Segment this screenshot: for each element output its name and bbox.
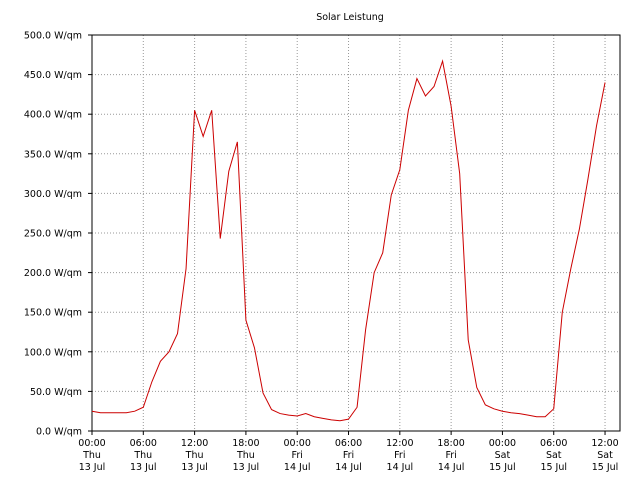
x-tick-label: 12:00 Thu 13 Jul: [181, 438, 208, 473]
y-tick-label: 100.0 W/qm: [24, 347, 82, 358]
y-tick-label: 400.0 W/qm: [24, 110, 82, 121]
y-tick-label: 250.0 W/qm: [24, 229, 82, 240]
y-tick-label: 350.0 W/qm: [24, 149, 82, 160]
x-tick-label: 06:00 Thu 13 Jul: [130, 438, 157, 473]
x-tick-label: 00:00 Thu 13 Jul: [78, 438, 105, 473]
x-tick-label: 00:00 Fri 14 Jul: [284, 438, 311, 473]
y-tick-label: 300.0 W/qm: [24, 189, 82, 200]
chart-title: Solar Leistung: [316, 12, 384, 23]
x-tick-label: 18:00 Thu 13 Jul: [232, 438, 259, 473]
y-tick-label: 200.0 W/qm: [24, 268, 82, 279]
x-tick-label: 06:00 Fri 14 Jul: [335, 438, 362, 473]
y-tick-label: 50.0 W/qm: [30, 387, 82, 398]
y-tick-label: 500.0 W/qm: [24, 31, 82, 42]
x-tick-label: 00:00 Sat 15 Jul: [489, 438, 516, 473]
y-tick-label: 450.0 W/qm: [24, 70, 82, 81]
x-tick-label: 06:00 Sat 15 Jul: [540, 438, 567, 473]
y-tick-label: 150.0 W/qm: [24, 308, 82, 319]
x-tick-label: 18:00 Fri 14 Jul: [437, 438, 464, 473]
series-line: [91, 59, 606, 422]
x-tick-label: 12:00 Fri 14 Jul: [386, 438, 413, 473]
x-tick-label: 12:00 Sat 15 Jul: [591, 438, 618, 473]
plot-frame: [91, 34, 621, 432]
y-tick-label: 0.0 W/qm: [36, 427, 82, 438]
